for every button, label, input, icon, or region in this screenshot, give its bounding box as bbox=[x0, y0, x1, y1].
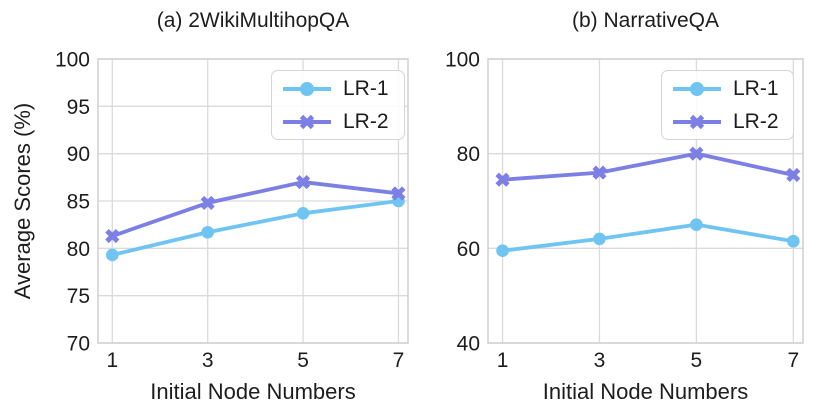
legend-item-lr2: LR-2 bbox=[662, 105, 793, 138]
data-point-x bbox=[786, 167, 801, 183]
data-point-circle bbox=[496, 244, 509, 257]
legend-label-lr2: LR-2 bbox=[343, 109, 389, 133]
x-tick-label: 3 bbox=[202, 349, 214, 372]
legend-label-lr2: LR-2 bbox=[733, 109, 779, 133]
y-tick-label: 70 bbox=[67, 333, 90, 356]
subplot-a-title: (a) 2WikiMultihopQA bbox=[156, 9, 350, 32]
legend-item-lr2: LR-2 bbox=[272, 105, 404, 138]
legend-item-lr1: LR-1 bbox=[272, 72, 404, 105]
x-tick-label: 1 bbox=[497, 349, 509, 372]
y-tick-label: 60 bbox=[457, 238, 480, 261]
y-tick-label: 100 bbox=[55, 49, 90, 72]
series-line-lr-2 bbox=[110, 180, 401, 238]
y-tick-label: 80 bbox=[457, 143, 480, 166]
lr1-line-sample-icon bbox=[283, 81, 331, 96]
plot-border bbox=[487, 58, 804, 344]
series-line-lr-1 bbox=[110, 199, 401, 257]
data-point-circle bbox=[296, 207, 310, 220]
series-line-lr-2 bbox=[500, 151, 796, 182]
data-point-x bbox=[495, 172, 510, 187]
legend-label-lr1: LR-1 bbox=[733, 76, 779, 100]
subplot-a-legend: LR-1 LR-2 bbox=[271, 70, 405, 140]
x-tick-label: 7 bbox=[393, 349, 405, 372]
data-point-x bbox=[592, 165, 607, 180]
data-point-circle bbox=[201, 225, 214, 239]
y-tick-label: 40 bbox=[457, 333, 480, 356]
y-tick-label: 95 bbox=[67, 96, 90, 119]
y-tick-label: 100 bbox=[445, 49, 480, 72]
lr2-line-sample-icon bbox=[283, 114, 331, 129]
series-line-lr-1 bbox=[500, 222, 796, 253]
data-point-x bbox=[689, 146, 704, 161]
y-tick-label: 85 bbox=[67, 191, 90, 214]
data-point-circle bbox=[787, 234, 800, 248]
x-tick-label: 1 bbox=[106, 349, 118, 372]
lr2-line-sample-icon bbox=[673, 114, 721, 129]
y-tick-label: 75 bbox=[67, 285, 90, 308]
subplot-a-x-axis-label: Initial Node Numbers bbox=[150, 379, 356, 404]
x-tick-label: 7 bbox=[787, 349, 799, 372]
x-tick-label: 5 bbox=[297, 349, 309, 372]
legend-item-lr1: LR-1 bbox=[662, 72, 793, 105]
legend-label-lr1: LR-1 bbox=[343, 76, 389, 100]
lr1-line-sample-icon bbox=[673, 81, 721, 96]
y-tick-label: 80 bbox=[67, 238, 90, 261]
data-point-x bbox=[105, 228, 120, 244]
subplot-b-title: (b) NarrativeQA bbox=[571, 9, 720, 32]
data-point-x bbox=[391, 186, 406, 201]
x-tick-label: 3 bbox=[594, 349, 606, 372]
plot-border bbox=[97, 58, 409, 344]
data-point-circle bbox=[106, 248, 119, 262]
subplot-b-x-axis-label: Initial Node Numbers bbox=[542, 379, 749, 404]
data-point-circle bbox=[690, 218, 703, 231]
data-point-x bbox=[296, 174, 311, 190]
y-tick-label: 90 bbox=[67, 143, 90, 166]
y-axis-label: Average Scores (%) bbox=[10, 102, 35, 300]
subplot-b-legend: LR-1 LR-2 bbox=[661, 70, 794, 140]
x-tick-label: 5 bbox=[691, 349, 703, 372]
data-point-x bbox=[200, 195, 215, 210]
data-point-circle bbox=[593, 232, 606, 246]
